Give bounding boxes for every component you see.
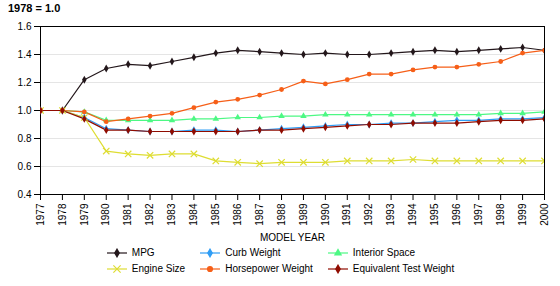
svg-text:1994: 1994 (407, 203, 418, 226)
svg-text:0.6: 0.6 (18, 161, 32, 172)
html-text:MPG: MPG (131, 247, 155, 258)
svg-text:1986: 1986 (232, 203, 243, 226)
svg-text:1978: 1978 (57, 203, 68, 226)
svg-text:2000: 2000 (539, 203, 550, 226)
svg-text:1983: 1983 (166, 203, 177, 226)
svg-text:1.0: 1.0 (18, 105, 32, 116)
svg-text:1996: 1996 (451, 203, 462, 226)
svg-text:0.8: 0.8 (18, 133, 32, 144)
svg-text:1985: 1985 (210, 203, 221, 226)
svg-text:1979: 1979 (79, 203, 90, 226)
svg-text:1989: 1989 (298, 203, 309, 226)
svg-text:1.6: 1.6 (18, 21, 32, 32)
svg-text:1990: 1990 (320, 203, 331, 226)
svg-text:1982: 1982 (144, 203, 155, 226)
svg-text:1991: 1991 (341, 203, 352, 226)
svg-text:1.4: 1.4 (18, 49, 32, 60)
svg-text:1995: 1995 (429, 203, 440, 226)
svg-text:1988: 1988 (276, 203, 287, 226)
html-text:Horsepower Weight: Horsepower Weight (225, 263, 313, 274)
svg-text:1992: 1992 (363, 203, 374, 226)
html-text:Engine Size: Engine Size (131, 263, 186, 274)
svg-text:1998: 1998 (495, 203, 506, 226)
svg-text:MODEL YEAR: MODEL YEAR (260, 232, 325, 243)
svg-text:1993: 1993 (385, 203, 396, 226)
svg-text:1987: 1987 (254, 203, 265, 226)
svg-text:1984: 1984 (188, 203, 199, 226)
svg-text:0.4: 0.4 (18, 189, 32, 200)
svg-text:1.2: 1.2 (18, 77, 32, 88)
html-text:Curb Weight: Curb Weight (225, 247, 281, 258)
html-text:Equivalent Test Weight: Equivalent Test Weight (352, 263, 455, 274)
svg-text:1981: 1981 (122, 203, 133, 226)
svg-text:1977: 1977 (35, 203, 46, 226)
svg-text:1997: 1997 (473, 203, 484, 226)
svg-text:1980: 1980 (100, 203, 111, 226)
html-text:Interior Space: Interior Space (352, 247, 416, 258)
html-text:1978 = 1.0: 1978 = 1.0 (8, 2, 61, 14)
svg-text:1999: 1999 (517, 203, 528, 226)
